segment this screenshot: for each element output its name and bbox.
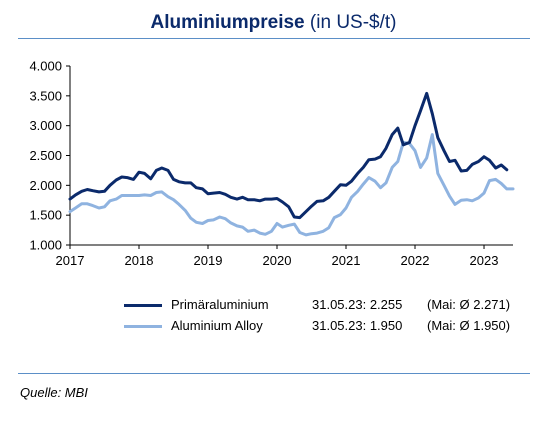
y-tick-label: 1.500 [29,208,62,223]
y-tick-label: 3.500 [29,88,62,103]
x-tick-label: 2019 [194,253,223,268]
x-tick-label: 2017 [56,253,85,268]
chart-axes [66,65,513,249]
legend-swatch-primary [124,304,162,307]
y-tick-label: 2.500 [29,148,62,163]
legend-average-primary: (Mai: Ø 2.271) [427,297,511,312]
legend-label-primary: Primäraluminium [171,297,269,312]
x-tick-label: 2021 [332,253,361,268]
source-note: Quelle: MBI [20,385,88,400]
x-tick-label: 2018 [125,253,154,268]
legend-value-primary: 31.05.23: 2.255 [312,297,403,312]
chart-title: Aluminiumpreise (in US-$/t) [0,12,547,34]
legend-average-alloy: (Mai: Ø 1.950) [427,318,511,333]
chart-title-main: Aluminiumpreise [150,12,305,33]
series-line-alloy [68,133,515,237]
series-lines [68,91,515,237]
chart-title-unit: (in US-$/t) [304,12,397,33]
x-tick-label: 2022 [401,253,430,268]
legend-label-alloy: Aluminium Alloy [171,318,263,333]
y-tick-label: 1.000 [29,238,62,253]
tick-labels: 1.000 1.500 2.000 2.500 3.000 3.500 4.000 2017 2… [29,59,498,269]
y-tick-label: 2.000 [29,178,62,193]
y-tick-label: 4.000 [29,59,62,74]
legend-value-alloy: 31.05.23: 1.950 [312,318,403,333]
x-tick-label: 2020 [263,253,292,268]
top-rule [18,38,530,39]
series-line-primary [68,91,509,220]
x-tick-label: 2023 [470,253,499,268]
y-tick-label: 3.000 [29,118,62,133]
legend-swatch-alloy [124,325,162,328]
bottom-rule [18,373,530,374]
